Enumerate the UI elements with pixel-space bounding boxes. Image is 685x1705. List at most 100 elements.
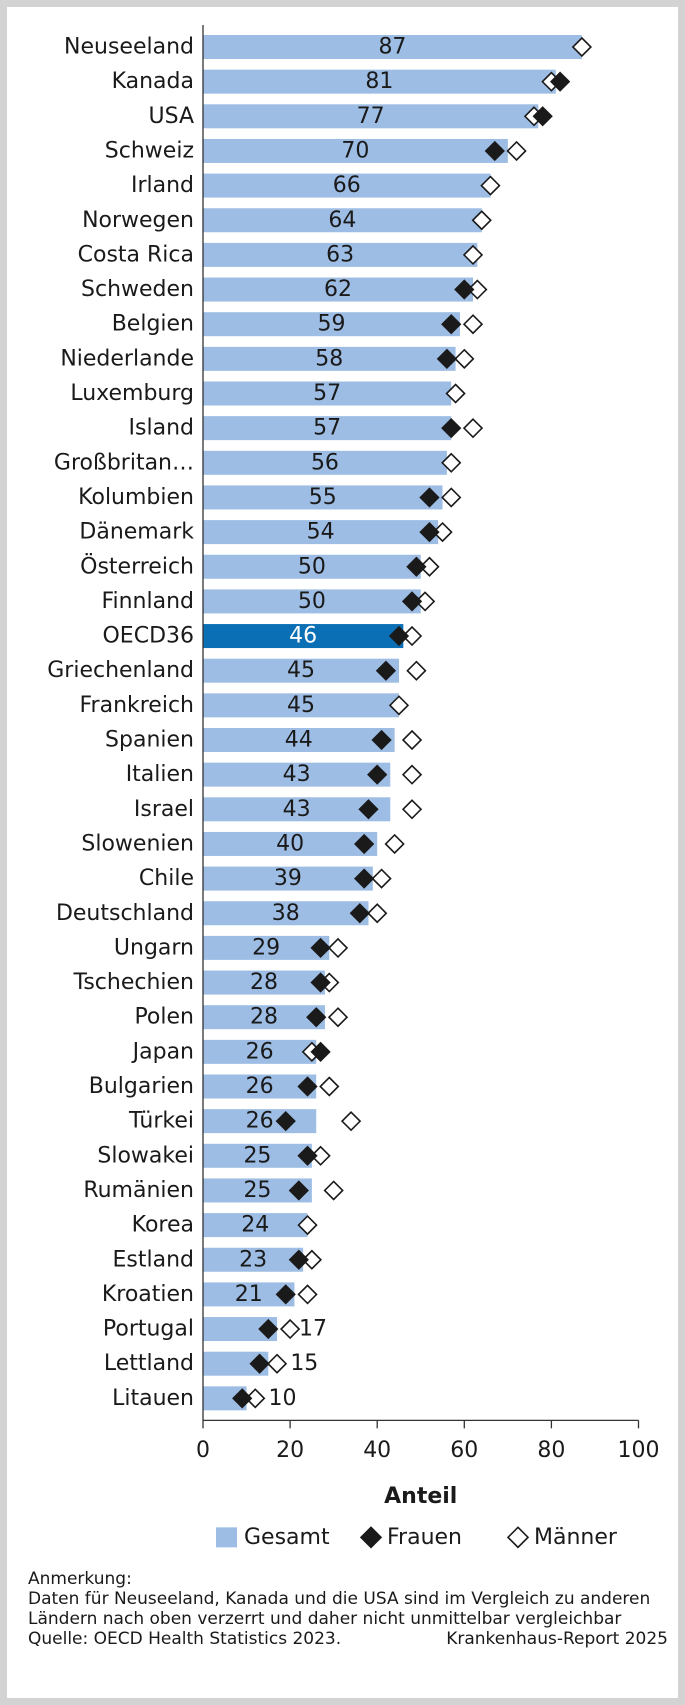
bar-gesamt — [203, 312, 460, 337]
bar-gesamt — [203, 277, 474, 302]
category-label: Griechenland — [47, 658, 194, 683]
marker-frauen — [349, 903, 370, 924]
report-text: Krankenhaus-Report 2025 — [446, 1629, 668, 1649]
marker-maenner — [371, 868, 392, 889]
marker-maenner — [445, 383, 466, 404]
bar-gesamt — [203, 728, 395, 752]
category-label: Schweiz — [105, 138, 194, 163]
bar-gesamt — [203, 242, 478, 267]
marker-maenner — [297, 1214, 318, 1236]
value-label: 25 — [243, 1178, 271, 1203]
bar-gesamt — [203, 1005, 325, 1030]
marker-maenner — [406, 660, 427, 681]
marker-frauen — [288, 1180, 309, 1201]
value-label: 62 — [324, 277, 352, 302]
value-label: 24 — [241, 1213, 269, 1238]
value-label: 43 — [283, 762, 311, 787]
note-title: Anmerkung: — [28, 1569, 132, 1589]
marker-maenner — [367, 903, 388, 924]
marker-maenner — [297, 1284, 318, 1305]
marker-frauen — [441, 314, 462, 335]
bar-gesamt — [203, 1109, 317, 1134]
category-label: Ungarn — [114, 935, 194, 960]
bar-gesamt — [203, 1074, 317, 1099]
marker-frauen — [375, 660, 397, 681]
value-label: 58 — [315, 346, 343, 371]
category-label: Türkei — [128, 1109, 194, 1134]
bar-gesamt — [203, 554, 421, 579]
value-label: 57 — [313, 381, 341, 406]
value-label: 25 — [243, 1143, 271, 1168]
value-label: 63 — [326, 242, 354, 267]
marker-frauen — [258, 1318, 279, 1340]
category-label: Japan — [131, 1039, 194, 1064]
marker-frauen — [358, 799, 379, 820]
bar-gesamt — [203, 935, 330, 960]
marker-frauen — [232, 1388, 253, 1409]
value-label: 26 — [246, 1109, 274, 1134]
value-label: 15 — [290, 1351, 318, 1376]
marker-frauen — [310, 972, 331, 993]
marker-maenner — [571, 36, 593, 58]
bar-gesamt — [203, 35, 582, 59]
marker-frauen — [297, 1076, 318, 1097]
x-tick-label: 100 — [618, 1438, 660, 1463]
category-label: Tschechien — [73, 970, 194, 995]
category-label: Portugal — [103, 1317, 194, 1342]
bar-gesamt — [203, 866, 373, 891]
category-label: Litauen — [112, 1386, 194, 1411]
legend-label-maenner: Männer — [534, 1525, 618, 1550]
marker-frauen — [310, 1041, 331, 1062]
x-tick-label: 60 — [450, 1438, 478, 1463]
x-tick-label: 0 — [196, 1438, 210, 1463]
value-label: 87 — [378, 35, 406, 60]
value-label: 64 — [328, 208, 356, 233]
bar-gesamt — [203, 1213, 308, 1238]
category-label: Finnland — [101, 589, 194, 614]
legend-swatch-frauen — [359, 1526, 383, 1549]
category-label: USA — [148, 104, 194, 129]
bar-gesamt — [203, 173, 491, 198]
value-label: 21 — [235, 1282, 263, 1307]
category-label: Schweden — [81, 277, 194, 302]
marker-frauen — [401, 591, 423, 612]
marker-frauen — [419, 487, 440, 508]
value-label: 66 — [333, 173, 361, 198]
bar-gesamt — [203, 1039, 317, 1064]
category-label: Lettland — [104, 1351, 194, 1376]
value-label: 29 — [252, 935, 280, 960]
marker-frauen — [306, 1007, 327, 1028]
category-label: Kanada — [112, 69, 194, 94]
category-label: Deutschland — [56, 901, 194, 926]
category-label: Bulgarien — [89, 1074, 194, 1099]
value-label: 28 — [250, 970, 278, 995]
bar-gesamt — [203, 1143, 312, 1168]
bar-gesamt — [203, 346, 456, 371]
value-label: 50 — [298, 554, 326, 579]
marker-maenner — [441, 487, 462, 508]
legend-label-gesamt: Gesamt — [244, 1525, 330, 1550]
category-label: Großbritan… — [54, 450, 194, 475]
marker-frauen — [275, 1284, 296, 1305]
marker-frauen — [354, 868, 375, 889]
bar-gesamt — [203, 104, 539, 129]
value-label: 17 — [299, 1317, 327, 1342]
marker-maenner — [319, 1076, 340, 1097]
marker-frauen — [441, 418, 462, 439]
category-label: Frankreich — [79, 693, 194, 718]
category-label: Rumänien — [83, 1178, 194, 1203]
category-label: Österreich — [80, 553, 194, 579]
marker-maenner — [462, 314, 484, 335]
x-axis-title: Anteil — [384, 1484, 457, 1509]
bar-gesamt — [203, 1247, 304, 1272]
marker-frauen — [454, 279, 475, 300]
value-label: 23 — [239, 1247, 267, 1272]
category-label: Niederlande — [60, 346, 194, 371]
marker-maenner — [462, 418, 484, 439]
bar-gesamt — [203, 69, 556, 94]
legend-swatch-gesamt — [216, 1527, 237, 1548]
bar-gesamt — [203, 589, 421, 614]
value-label: 81 — [365, 69, 393, 94]
marker-maenner — [327, 1007, 349, 1028]
category-label: Slowenien — [81, 831, 194, 856]
